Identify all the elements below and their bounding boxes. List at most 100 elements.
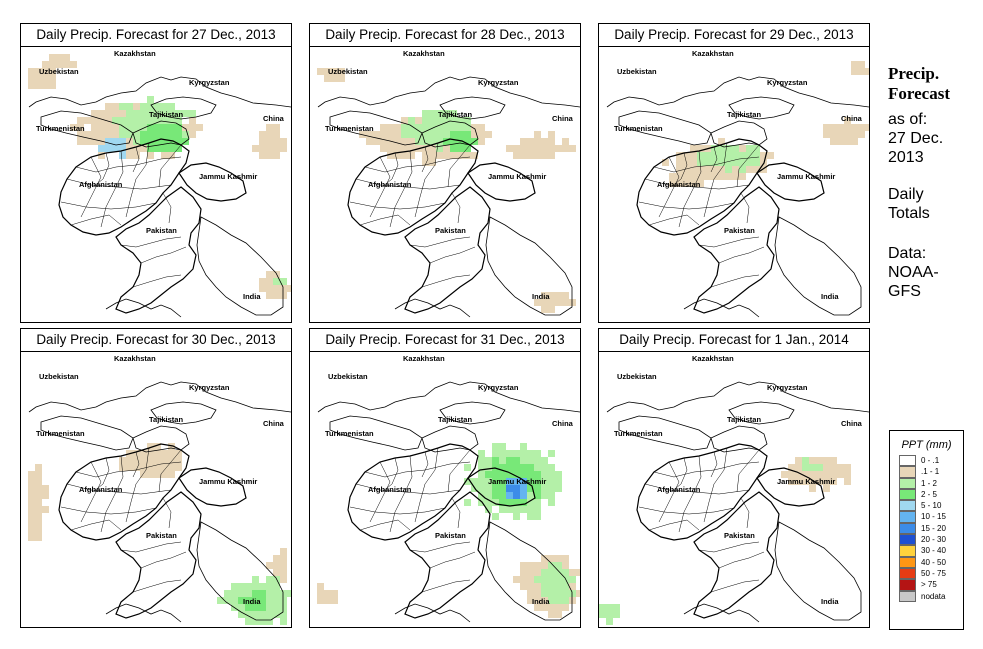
- precip-cell: [259, 285, 266, 292]
- legend-entry: 40 - 50: [899, 556, 963, 568]
- precip-cell: [317, 583, 324, 590]
- precip-cell: [478, 457, 485, 464]
- legend-swatch: [899, 511, 916, 523]
- legend-entry: 15 - 20: [899, 522, 963, 535]
- map-label-afghanistan: Afghanistan: [368, 485, 412, 494]
- precip-cell: [245, 590, 252, 597]
- precip-cell: [457, 131, 464, 138]
- precip-cell: [259, 590, 266, 597]
- tajikistan-border: [132, 425, 190, 453]
- precip-cell: [133, 103, 140, 110]
- province-border: [644, 178, 750, 190]
- precip-cell: [380, 131, 387, 138]
- precip-cell: [569, 145, 576, 152]
- precip-cell: [837, 471, 844, 478]
- precip-cell: [548, 131, 555, 138]
- precip-cell: [823, 485, 830, 492]
- precip-cell: [527, 478, 534, 485]
- precip-cell: [28, 506, 35, 513]
- legend-title: PPT (mm): [901, 439, 952, 451]
- precip-cell: [401, 124, 408, 131]
- precip-cell: [133, 152, 140, 159]
- precip-cell: [252, 597, 259, 604]
- precip-cell: [168, 131, 175, 138]
- precip-cell: [718, 138, 725, 145]
- precip-cell: [816, 457, 823, 464]
- precip-cell: [401, 138, 408, 145]
- legend-entry: 0 - .1: [899, 455, 963, 467]
- country-border: [606, 381, 869, 413]
- precip-cell: [541, 492, 548, 499]
- precip-cell: [126, 103, 133, 110]
- precip-cell: [161, 152, 168, 159]
- province-border: [364, 156, 471, 173]
- province-border: [698, 236, 760, 248]
- precip-cell: [91, 124, 98, 131]
- precip-cell: [450, 131, 457, 138]
- precip-cell: [690, 159, 697, 166]
- map-label-tajikistan: Tajikistan: [727, 110, 761, 119]
- precip-cell: [809, 485, 816, 492]
- tajikistan-border: [710, 425, 768, 453]
- precip-cell: [548, 604, 555, 611]
- precip-cell: [154, 443, 161, 450]
- precip-cell: [189, 117, 196, 124]
- map-label-pakistan: Pakistan: [146, 226, 177, 235]
- map-label-pakistan: Pakistan: [724, 226, 755, 235]
- province-border: [736, 144, 760, 188]
- precip-cell: [154, 117, 161, 124]
- precip-cell: [795, 471, 802, 478]
- precip-cell: [35, 478, 42, 485]
- province-border: [421, 146, 429, 173]
- precip-cell: [28, 471, 35, 478]
- precip-cell: [513, 464, 520, 471]
- precip-cell: [534, 299, 541, 306]
- precip-cell: [534, 576, 541, 583]
- precip-cell: [520, 152, 527, 159]
- precip-cell: [266, 583, 273, 590]
- precip-cell: [436, 152, 443, 159]
- precip-cell: [259, 278, 266, 285]
- map-label-india: India: [243, 292, 261, 301]
- precip-cell: [147, 103, 154, 110]
- legend-swatch: [899, 466, 916, 478]
- precip-cell: [331, 68, 338, 75]
- precip-cell: [238, 590, 245, 597]
- precip-cell: [499, 457, 506, 464]
- precip-cell: [140, 103, 147, 110]
- precip-cell: [534, 152, 541, 159]
- province-border: [718, 551, 765, 569]
- province-border: [60, 506, 157, 515]
- precip-cell: [182, 110, 189, 117]
- precip-cell: [506, 145, 513, 152]
- precip-cell: [436, 138, 443, 145]
- precip-cell: [140, 138, 147, 145]
- province-border: [648, 519, 700, 531]
- precip-cell: [154, 138, 161, 145]
- precip-cell: [802, 464, 809, 471]
- map-label-uzbekistan: Uzbekistan: [39, 372, 79, 381]
- precip-cell: [280, 292, 287, 299]
- precip-cell: [457, 152, 464, 159]
- legend-label: 5 - 10: [921, 501, 942, 511]
- map-label-afghanistan: Afghanistan: [368, 180, 412, 189]
- precip-cell: [394, 131, 401, 138]
- precip-cell: [548, 562, 555, 569]
- precip-cell: [534, 492, 541, 499]
- precip-cell: [273, 590, 280, 597]
- pakistan-border: [115, 186, 202, 314]
- precip-cell: [541, 478, 548, 485]
- precip-cell: [154, 145, 161, 152]
- precip-cell: [422, 138, 429, 145]
- precip-cell: [42, 68, 49, 75]
- map-svg: Kazakhstan Uzbekistan Kyrgyzstan Tajikistan…: [317, 49, 580, 318]
- precip-cell: [506, 450, 513, 457]
- precip-cell: [548, 299, 555, 306]
- precip-cell: [513, 576, 520, 583]
- legend-label: 40 - 50: [921, 557, 946, 567]
- precip-cell: [429, 152, 436, 159]
- precip-cell: [168, 471, 175, 478]
- precip-cell: [837, 464, 844, 471]
